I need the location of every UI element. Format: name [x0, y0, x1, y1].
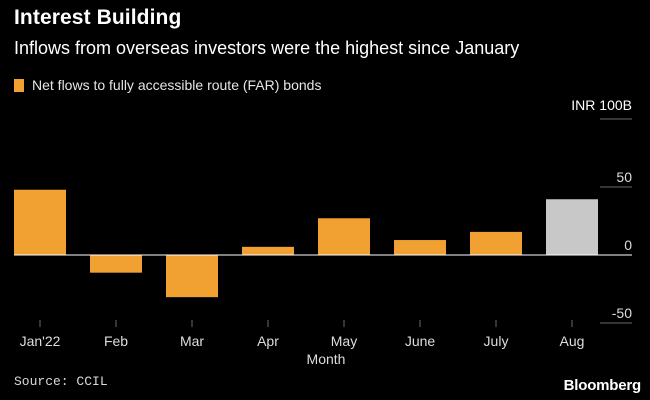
x-tick-label: May [331, 333, 357, 349]
y-axis-unit-label: INR 100B [571, 97, 632, 113]
x-tick-label: Feb [104, 333, 128, 349]
x-tick-label: Apr [257, 333, 279, 349]
bar [166, 255, 218, 298]
bar [90, 255, 142, 273]
legend: Net flows to fully accessible route (FAR… [14, 77, 321, 93]
x-tick-label: June [405, 333, 436, 349]
chart-title: Interest Building [14, 6, 182, 29]
bar-chart: INR 100B 50 0 -50 Jan'22 Feb Mar Apr May June July… [14, 97, 632, 367]
x-axis-title: Month [307, 351, 346, 367]
bar [394, 240, 446, 255]
legend-label: Net flows to fully accessible route (FAR… [32, 77, 322, 93]
bar [318, 218, 370, 255]
x-tick-label: Jan'22 [20, 333, 61, 349]
x-tick-label: Aug [560, 333, 585, 349]
bar [14, 189, 66, 255]
bar [242, 246, 294, 255]
bloomberg-logo: Bloomberg [563, 377, 642, 394]
bar [470, 231, 522, 255]
y-tick-label: -50 [612, 305, 632, 321]
chart-subtitle: Inflows from overseas investors were the… [14, 38, 520, 58]
legend-swatch [14, 78, 24, 92]
x-tick-label: Mar [180, 333, 204, 349]
y-tick-label: 50 [616, 169, 632, 185]
bar [546, 199, 598, 255]
x-tick-label: July [484, 333, 509, 349]
y-tick-label: 0 [624, 237, 632, 253]
source-note: Source: CCIL [14, 374, 108, 389]
